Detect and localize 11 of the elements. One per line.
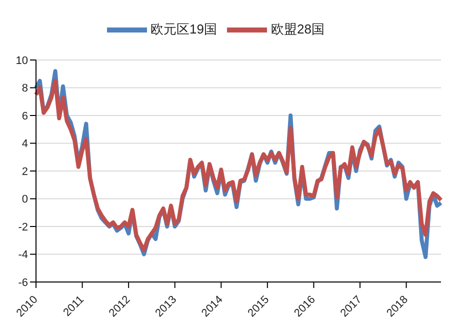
y-tick-label: 2 bbox=[22, 166, 28, 178]
y-tick-label: 0 bbox=[22, 194, 28, 206]
y-tick-label: 6 bbox=[22, 110, 28, 122]
legend-label: 欧元区19国 bbox=[150, 21, 217, 36]
y-tick-label: -6 bbox=[18, 276, 28, 289]
y-tick-label: 8 bbox=[22, 82, 28, 95]
y-tick-label: 10 bbox=[16, 54, 28, 67]
y-tick-label: 4 bbox=[22, 138, 28, 150]
y-tick-label: -4 bbox=[18, 249, 28, 262]
legend-label: 欧盟28国 bbox=[271, 21, 324, 36]
y-tick-label: -2 bbox=[18, 221, 28, 234]
